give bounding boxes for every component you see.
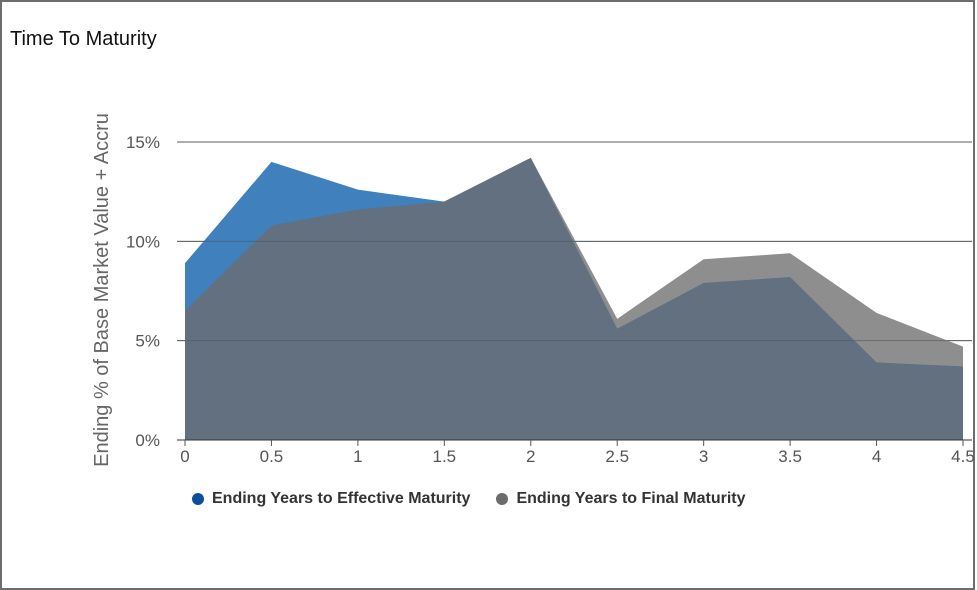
x-tick-label-0: 0 xyxy=(180,447,189,466)
x-tick-label-6: 3 xyxy=(699,447,708,466)
legend-label-effective-maturity: Ending Years to Effective Maturity xyxy=(212,490,471,507)
x-tick-label-8: 4 xyxy=(872,447,881,466)
x-tick-label-9: 4.5 xyxy=(951,447,975,466)
y-axis-label: Ending % of Base Market Value + Accru xyxy=(91,113,113,467)
y-tick-label-3: 15% xyxy=(126,133,160,152)
y-tick-label-0: 0% xyxy=(135,431,160,450)
y-tick-label-1: 5% xyxy=(135,332,160,351)
x-tick-label-1: 0.5 xyxy=(260,447,284,466)
x-tick-label-2: 1 xyxy=(353,447,362,466)
chart-legend: Ending Years to Effective Maturity Endin… xyxy=(192,490,746,508)
chart-title: Time To Maturity xyxy=(10,28,157,50)
x-tick-label-3: 1.5 xyxy=(433,447,457,466)
x-tick-label-4: 2 xyxy=(526,447,535,466)
y-tick-label-2: 10% xyxy=(126,232,160,251)
area-overlap xyxy=(185,157,963,441)
legend-marker-effective-maturity xyxy=(192,493,204,505)
legend-marker-final-maturity xyxy=(496,493,509,505)
legend-item-effective-maturity[interactable]: Ending Years to Effective Maturity xyxy=(192,490,470,508)
legend-item-final-maturity[interactable]: Ending Years to Final Maturity xyxy=(496,490,746,508)
x-tick-label-5: 2.5 xyxy=(605,447,629,466)
x-tick-label-7: 3.5 xyxy=(778,447,802,466)
legend-label-final-maturity: Ending Years to Final Maturity xyxy=(516,490,746,507)
